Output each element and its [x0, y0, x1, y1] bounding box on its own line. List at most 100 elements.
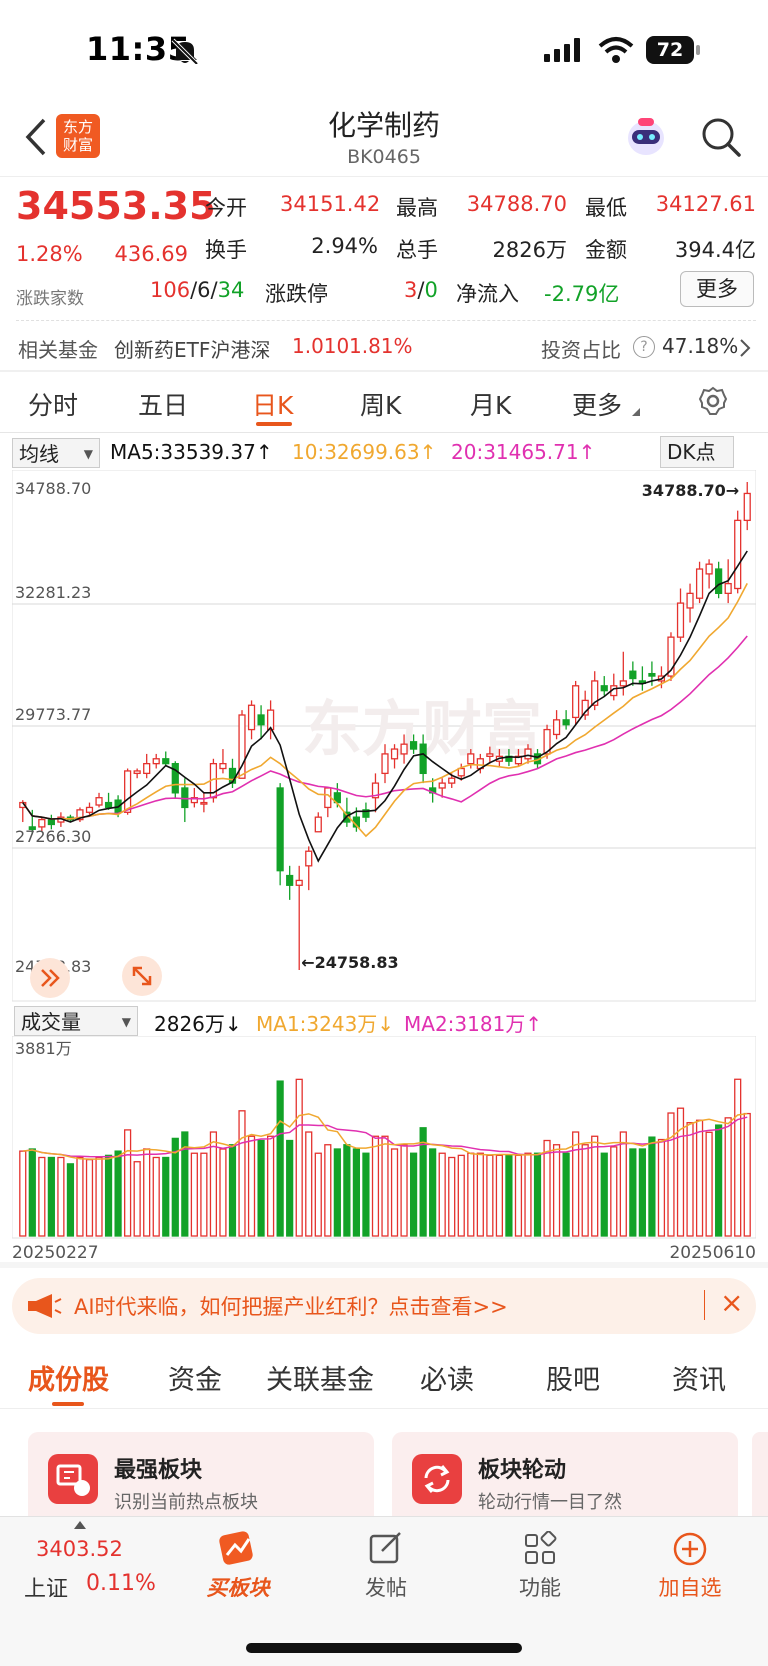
volume-bar — [695, 1119, 704, 1237]
candle — [514, 755, 523, 765]
card-peek — [752, 1432, 768, 1516]
card-desc: 轮动行情一目了然 — [478, 1492, 622, 1513]
candle — [552, 719, 561, 736]
volume-selector[interactable]: 成交量 ▼ — [14, 1006, 138, 1036]
volume-bar — [343, 1144, 351, 1237]
page-title: 化学制药 — [327, 109, 440, 142]
related-fund-name[interactable]: 创新药ETF沪港深 — [114, 338, 271, 362]
close-icon[interactable]: × — [720, 1286, 744, 1319]
up-count: 106 — [150, 278, 191, 302]
candle — [247, 704, 256, 731]
dk-point-selector[interactable]: DK点 — [660, 436, 734, 468]
buy-sector-button[interactable]: 买板块 — [198, 1529, 278, 1602]
volume-bar — [314, 1152, 322, 1237]
candle — [305, 850, 313, 867]
y-tick-label: 27266.30 — [15, 827, 91, 846]
y-tick-label: 32281.23 — [15, 583, 91, 602]
volume-bar — [514, 1154, 523, 1237]
candle — [619, 680, 627, 687]
candle — [457, 767, 465, 777]
volume-bar — [724, 1117, 732, 1237]
card-strongest-sector[interactable]: 最强板块 识别当前热点板块 — [28, 1432, 374, 1527]
section-divider — [0, 370, 768, 372]
fullscreen-button[interactable] — [122, 956, 162, 996]
candle — [591, 680, 599, 706]
functions-button[interactable]: 功能 — [500, 1530, 580, 1602]
volume-value: 2826万 — [492, 238, 567, 262]
tab-weekly-k[interactable]: 周K — [360, 391, 402, 420]
ma-selector-label: 均线 — [19, 442, 59, 466]
change-amount: 436.69 — [114, 242, 188, 266]
date-start: 20250227 — [12, 1243, 99, 1263]
volume-bar — [448, 1156, 456, 1237]
ma-selector[interactable]: 均线 ▼ — [12, 438, 100, 468]
kline-chart[interactable]: 东方财富 34788.7032281.2329773.7727266.30247… — [12, 470, 756, 1002]
promo-banner[interactable]: AI时代来临，如何把握产业红利？点击查看>> × — [12, 1278, 756, 1334]
search-icon[interactable] — [700, 116, 742, 158]
volume-bar — [591, 1135, 599, 1237]
volume-bar — [124, 1129, 132, 1237]
candle — [276, 787, 284, 872]
card-sector-rotation[interactable]: 板块轮动 轮动行情一目了然 — [392, 1432, 738, 1527]
volume-label: 总手 — [396, 238, 438, 262]
tab-constituents[interactable]: 成份股 — [28, 1365, 109, 1396]
chevron-right-icon[interactable] — [738, 338, 752, 358]
change-percent: 1.28% — [16, 242, 83, 266]
chart-board-icon — [48, 1454, 98, 1504]
add-watchlist-label: 加自选 — [658, 1576, 722, 1600]
candle — [200, 801, 208, 805]
status-bar: 11:35 72 — [0, 0, 768, 100]
tab-more[interactable]: 更多 — [572, 391, 623, 420]
tab-capital[interactable]: 资金 — [168, 1365, 222, 1396]
candle — [409, 741, 418, 750]
tab-fenshi[interactable]: 分时 — [28, 391, 79, 420]
volume-ma1-line — [22, 1112, 748, 1160]
candle — [743, 492, 751, 522]
tab-must-read[interactable]: 必读 — [420, 1365, 474, 1396]
expand-arrows-icon — [132, 966, 152, 986]
expand-left-button[interactable] — [30, 958, 70, 998]
turnover-label: 换手 — [205, 238, 247, 262]
tab-related-funds[interactable]: 关联基金 — [266, 1365, 374, 1396]
volume-bar — [190, 1152, 198, 1237]
section-divider — [0, 1262, 768, 1268]
netflow-value: -2.79亿 — [544, 282, 620, 306]
candle — [419, 743, 427, 775]
limit-down-count: 0 — [424, 278, 438, 302]
volume-bar — [419, 1127, 427, 1237]
index-value[interactable]: 3403.52 — [36, 1537, 123, 1561]
gear-icon[interactable] — [698, 386, 728, 416]
volume-bar — [686, 1122, 694, 1237]
candle — [734, 519, 742, 590]
ma5-line — [22, 550, 748, 863]
double-chevron-icon — [41, 969, 60, 987]
volume-bar — [572, 1131, 580, 1237]
candle — [38, 818, 46, 828]
candle — [143, 762, 151, 775]
more-button[interactable]: 更多 — [680, 271, 754, 307]
sector-code: BK0465 — [347, 146, 421, 168]
volume-chart[interactable]: 3881万 20250227 20250610 — [12, 1036, 756, 1266]
eastmoney-logo[interactable]: 东方 财富 — [56, 114, 100, 158]
banner-divider — [704, 1290, 705, 1320]
amount-value: 394.4亿 — [674, 238, 756, 262]
candle — [104, 801, 113, 809]
add-watchlist-button[interactable]: 加自选 — [650, 1531, 730, 1602]
post-button[interactable]: 发帖 — [346, 1531, 426, 1602]
chevron-left-icon[interactable] — [24, 118, 48, 156]
volume-bar — [362, 1152, 370, 1237]
tab-forum[interactable]: 股吧 — [546, 1365, 600, 1396]
volume-bar — [467, 1152, 475, 1237]
kline-frame — [12, 470, 756, 1002]
robot-assistant-icon[interactable] — [624, 116, 668, 158]
tab-five-day[interactable]: 五日 — [138, 391, 189, 420]
buy-sector-label: 买板块 — [206, 1576, 270, 1600]
tab-monthly-k[interactable]: 月K — [470, 391, 512, 420]
help-icon[interactable]: ? — [633, 336, 655, 358]
candle — [124, 770, 132, 813]
candle — [381, 753, 389, 775]
down-count: 34 — [217, 278, 245, 302]
candle — [133, 770, 141, 775]
tab-daily-k[interactable]: 日K — [252, 391, 294, 420]
tab-news[interactable]: 资讯 — [672, 1365, 726, 1396]
